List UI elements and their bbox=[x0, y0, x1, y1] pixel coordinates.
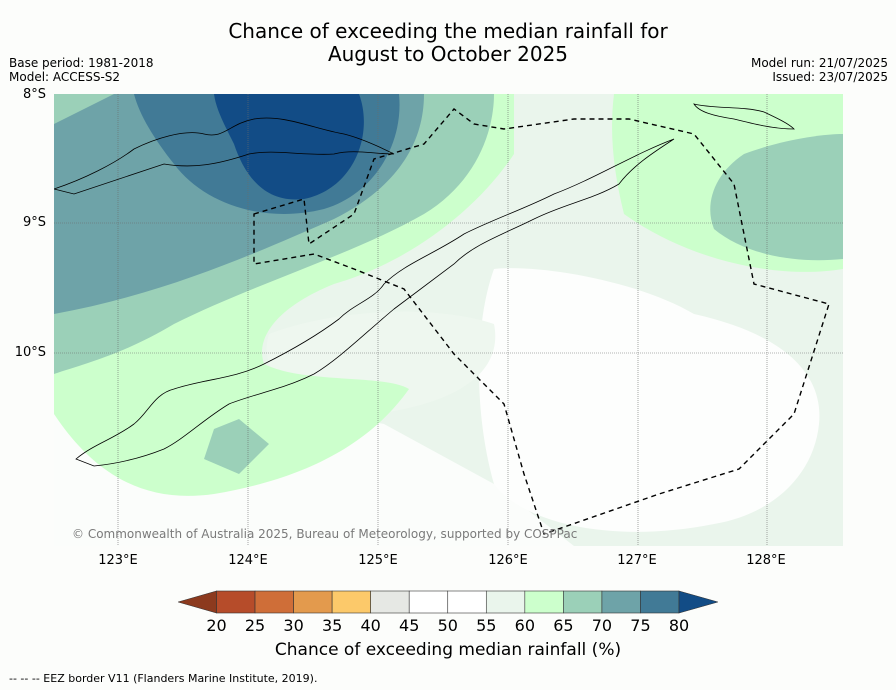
zone-65-70-south bbox=[204, 419, 269, 474]
colorbar-tick-label: 60 bbox=[514, 616, 535, 635]
colorbar-tick-label: 50 bbox=[437, 616, 458, 635]
colorbar-tick-label: 35 bbox=[321, 616, 343, 635]
colorbar-tick-label: 55 bbox=[476, 616, 497, 635]
colorbar-segment bbox=[408, 590, 449, 614]
colorbar-segment bbox=[447, 590, 487, 614]
zone-80-plus bbox=[214, 94, 364, 200]
zone-65-70-east bbox=[710, 134, 843, 261]
colorbar-arrow-low bbox=[178, 590, 217, 614]
colorbar-tick-label: 20 bbox=[206, 616, 227, 635]
model-run: Model run: 21/07/2025 bbox=[750, 56, 888, 70]
issued-date: Issued: 23/07/2025 bbox=[772, 70, 888, 84]
colorbar-segment bbox=[563, 590, 603, 614]
rainfall-map bbox=[54, 94, 843, 546]
colorbar-segment bbox=[524, 590, 564, 614]
copyright-notice: © Commonwealth of Australia 2025, Bureau… bbox=[72, 527, 578, 541]
meta-left: Base period: 1981-2018 Model: ACCESS-S2 bbox=[9, 56, 154, 84]
lon-label-124e: 124°E bbox=[228, 553, 268, 568]
colorbar-tick-label: 45 bbox=[399, 616, 420, 635]
colorbar-segment bbox=[293, 590, 333, 614]
lon-label-123e: 123°E bbox=[98, 553, 138, 568]
lon-label-127e: 127°E bbox=[617, 553, 657, 568]
title-line-2: August to October 2025 bbox=[327, 42, 569, 66]
eez-border bbox=[253, 108, 830, 535]
title-line-1: Chance of exceeding the median rainfall … bbox=[228, 19, 668, 43]
colorbar-tick-label: 30 bbox=[283, 616, 304, 635]
map-title: Chance of exceeding the median rainfall … bbox=[0, 20, 896, 66]
model-name: Model: ACCESS-S2 bbox=[9, 70, 121, 84]
lat-label-8s: 8°S bbox=[22, 87, 46, 102]
colorbar-tick-label: 25 bbox=[244, 616, 266, 635]
lon-label-126e: 126°E bbox=[488, 553, 528, 568]
eez-legend: -- -- -- EEZ border V11 (Flanders Marine… bbox=[9, 672, 318, 685]
base-period: Base period: 1981-2018 bbox=[9, 56, 154, 70]
colorbar-segment bbox=[216, 590, 256, 614]
colorbar-label: Chance of exceeding median rainfall (%) bbox=[274, 640, 622, 660]
colorbar-segment bbox=[370, 590, 410, 614]
colorbar-tick-label: 40 bbox=[360, 616, 381, 635]
meta-right: Model run: 21/07/2025 Issued: 23/07/2025 bbox=[751, 56, 888, 84]
zone-50-55 bbox=[479, 268, 820, 532]
lon-label-128e: 128°E bbox=[746, 553, 786, 568]
colorbar-arrow-high bbox=[678, 590, 718, 614]
colorbar-tick-label: 65 bbox=[553, 616, 574, 635]
lat-label-9s: 9°S bbox=[22, 215, 46, 230]
lon-label-125e: 125°E bbox=[358, 553, 398, 568]
colorbar-segment bbox=[640, 590, 680, 614]
colorbar-tick-label: 80 bbox=[668, 616, 690, 635]
colorbar-segment bbox=[331, 590, 371, 614]
colorbar-tick-label: 75 bbox=[630, 616, 651, 635]
colorbar-segment bbox=[254, 590, 294, 614]
lat-label-10s: 10°S bbox=[14, 345, 46, 360]
timor-coastline bbox=[75, 138, 675, 467]
east-islands bbox=[693, 103, 795, 130]
colorbar-segment bbox=[601, 590, 641, 614]
northern-islands bbox=[54, 117, 395, 195]
colorbar bbox=[178, 590, 718, 614]
colorbar-segment bbox=[485, 590, 526, 614]
colorbar-tick-label: 70 bbox=[591, 616, 613, 635]
